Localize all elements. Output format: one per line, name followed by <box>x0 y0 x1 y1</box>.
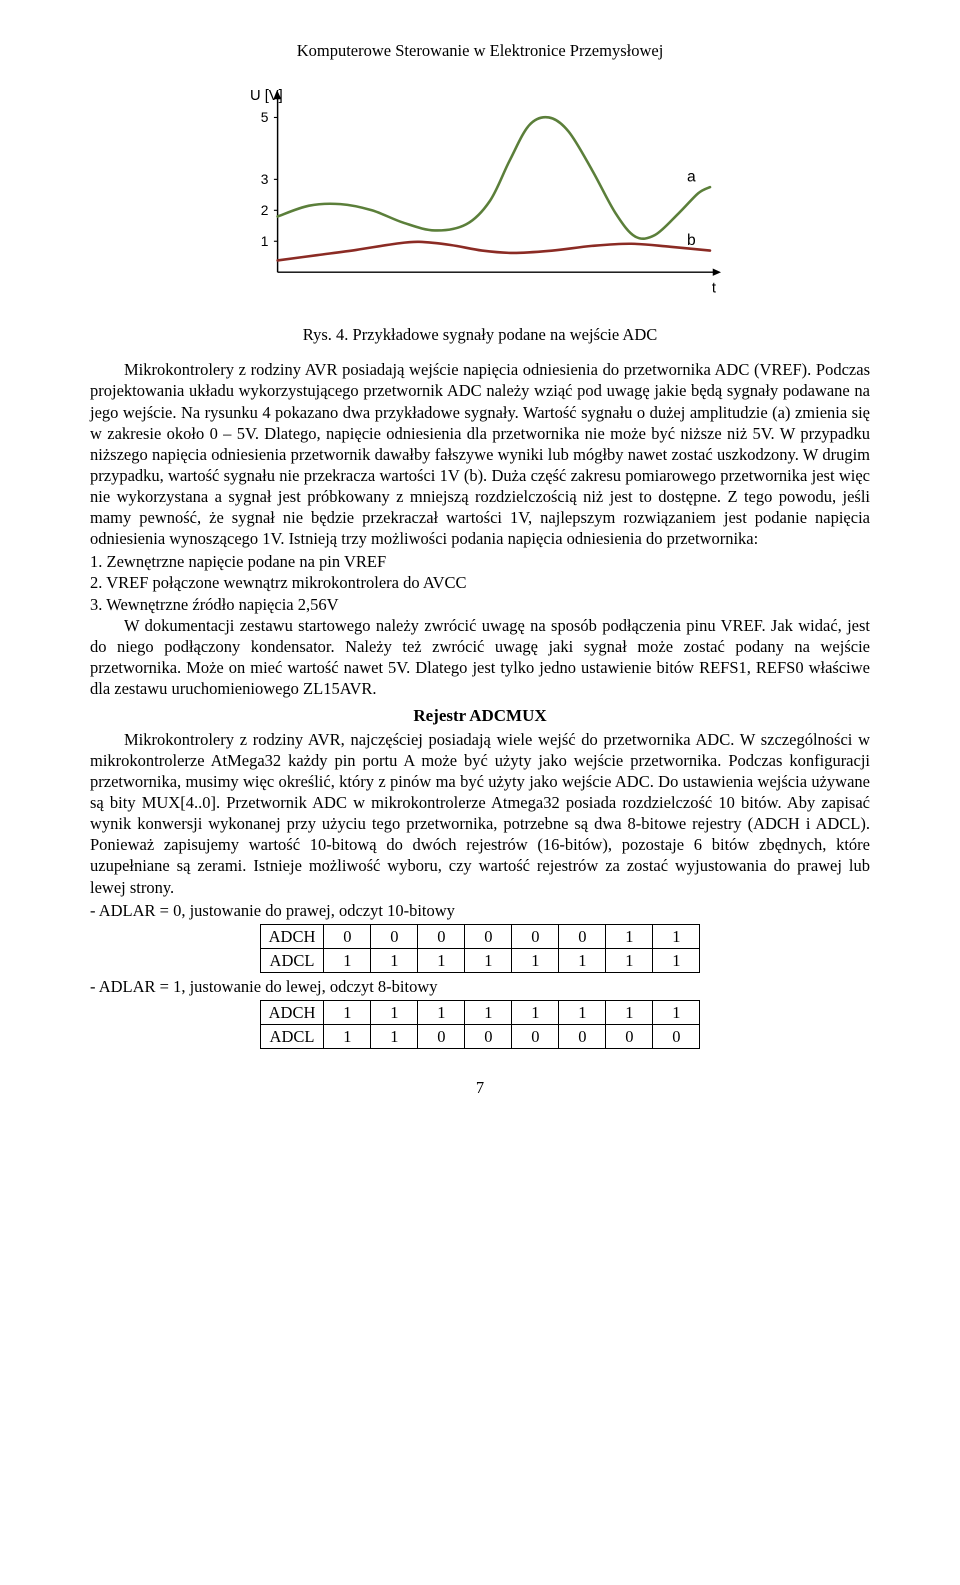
list-item-3: 3. Wewnętrzne źródło napięcia 2,56V <box>90 594 870 615</box>
table-row: ADCH 0 0 0 0 0 0 1 1 <box>260 924 700 948</box>
subheading-adcmux: Rejestr ADCMUX <box>90 705 870 727</box>
table-row: ADCH 1 1 1 1 1 1 1 1 <box>260 1001 700 1025</box>
svg-text:t: t <box>712 281 716 297</box>
paragraph-vref: Mikrokontrolery z rodziny AVR posiadają … <box>90 359 870 549</box>
list-item-1: 1. Zewnętrzne napięcie podane na pin VRE… <box>90 551 870 572</box>
paragraph-doc: W dokumentacji zestawu startowego należy… <box>90 615 870 699</box>
page-header: Komputerowe Sterowanie w Elektronice Prz… <box>90 40 870 61</box>
svg-text:1: 1 <box>261 234 269 249</box>
paragraph-adcmux: Mikrokontrolery z rodziny AVR, najczęści… <box>90 729 870 898</box>
table-adlar1: ADCH 1 1 1 1 1 1 1 1 ADCL 1 1 0 0 0 0 0 … <box>260 1000 701 1049</box>
page-number: 7 <box>90 1077 870 1098</box>
adlar0-label: - ADLAR = 0, justowanie do prawej, odczy… <box>90 900 870 921</box>
list-item-2: 2. VREF połączone wewnątrz mikrokontrole… <box>90 572 870 593</box>
adlar1-label: - ADLAR = 1, justowanie do lewej, odczyt… <box>90 976 870 997</box>
svg-text:U [V]: U [V] <box>250 88 283 104</box>
table-row: ADCL 1 1 0 0 0 0 0 0 <box>260 1025 700 1049</box>
svg-text:a: a <box>687 169 696 186</box>
figure-signals: 1 2 3 5 U [V] t a b <box>90 79 870 314</box>
svg-text:b: b <box>687 232 696 249</box>
svg-text:5: 5 <box>261 110 269 125</box>
figure-caption: Rys. 4. Przykładowe sygnały podane na we… <box>90 324 870 345</box>
svg-text:3: 3 <box>261 172 269 187</box>
table-row: ADCL 1 1 1 1 1 1 1 1 <box>260 948 700 972</box>
table-adlar0: ADCH 0 0 0 0 0 0 1 1 ADCL 1 1 1 1 1 1 1 … <box>260 924 701 973</box>
svg-text:2: 2 <box>261 203 269 218</box>
signals-chart: 1 2 3 5 U [V] t a b <box>220 79 740 309</box>
